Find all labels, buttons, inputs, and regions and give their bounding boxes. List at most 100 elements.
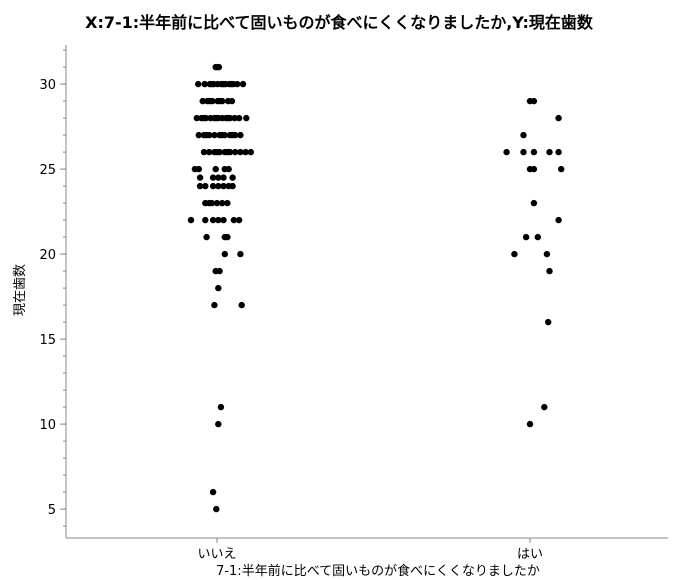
data-point xyxy=(202,182,209,190)
data-point xyxy=(237,250,244,258)
data-point xyxy=(237,148,244,156)
data-point xyxy=(530,148,538,156)
data-point xyxy=(215,216,222,224)
data-point xyxy=(232,148,239,156)
data-point xyxy=(202,216,209,224)
data-point xyxy=(229,131,236,139)
x-ticks: いいえ はい xyxy=(197,538,543,562)
data-point xyxy=(526,420,534,428)
data-point xyxy=(209,182,217,190)
data-point xyxy=(208,80,215,88)
data-point xyxy=(213,199,221,207)
data-point xyxy=(243,114,250,122)
data-point xyxy=(541,403,548,411)
data-point xyxy=(219,131,226,139)
data-point xyxy=(193,114,200,122)
data-point xyxy=(220,80,227,88)
data-point xyxy=(211,131,218,139)
data-point xyxy=(219,199,226,207)
data-point xyxy=(201,80,208,88)
data-points xyxy=(187,63,565,513)
data-point xyxy=(221,250,228,258)
data-point xyxy=(209,488,217,496)
data-point xyxy=(238,301,245,309)
data-point xyxy=(195,131,202,139)
data-point xyxy=(534,233,541,241)
y-tick-label: 30 xyxy=(39,78,56,93)
data-point xyxy=(231,114,238,122)
data-point xyxy=(224,148,231,156)
data-point xyxy=(235,114,243,122)
y-tick-label: 15 xyxy=(39,333,56,348)
data-point xyxy=(235,216,243,224)
data-point xyxy=(213,114,220,122)
data-point xyxy=(546,148,553,156)
data-point xyxy=(530,199,538,207)
data-point xyxy=(503,148,510,156)
data-point xyxy=(206,199,213,207)
y-tick-label: 5 xyxy=(48,503,56,518)
data-point xyxy=(215,182,222,190)
data-point xyxy=(220,174,227,181)
data-point xyxy=(545,318,552,326)
data-point xyxy=(216,267,223,275)
y-axis-label: 現在歯数 xyxy=(13,264,28,316)
data-point xyxy=(212,165,219,173)
data-point xyxy=(200,148,208,156)
data-point xyxy=(530,165,538,173)
data-point xyxy=(209,216,217,224)
data-point xyxy=(230,216,238,224)
data-point xyxy=(558,165,565,173)
data-point xyxy=(224,114,232,122)
data-point xyxy=(225,165,232,173)
data-point xyxy=(195,80,202,88)
y-tick-label: 20 xyxy=(39,248,56,263)
data-point xyxy=(555,216,562,224)
data-point xyxy=(187,216,195,224)
data-point xyxy=(220,216,227,224)
data-point xyxy=(212,63,219,71)
x-tick-label: はい xyxy=(517,547,543,562)
data-point xyxy=(215,284,222,292)
data-point xyxy=(239,80,247,88)
chart-title: X:7-1:半年前に比べて固いものが食べにくくなりましたか,Y:現在歯数 xyxy=(85,13,594,32)
data-point xyxy=(213,148,221,156)
data-point xyxy=(206,148,213,156)
data-point xyxy=(224,233,231,241)
data-point xyxy=(229,182,236,190)
data-point xyxy=(211,301,218,309)
data-point xyxy=(543,250,551,258)
x-tick-label: いいえ xyxy=(197,547,236,562)
plot-frame xyxy=(65,45,668,539)
data-point xyxy=(224,199,231,207)
data-point xyxy=(511,250,518,258)
data-point xyxy=(228,97,236,105)
data-point xyxy=(520,131,527,139)
y-tick-label: 10 xyxy=(39,418,56,433)
data-point xyxy=(522,233,530,241)
data-point xyxy=(520,148,527,156)
data-point xyxy=(234,80,241,88)
data-point xyxy=(247,148,254,156)
data-point xyxy=(199,97,206,105)
data-point xyxy=(228,80,235,88)
data-point xyxy=(546,267,553,275)
data-point xyxy=(237,131,244,139)
data-point xyxy=(195,165,202,173)
y-ticks: 5 10 15 20 25 30 xyxy=(39,49,66,527)
data-point xyxy=(196,182,204,190)
data-point xyxy=(217,403,225,411)
y-tick-label: 25 xyxy=(39,163,56,178)
data-point xyxy=(215,420,222,428)
x-axis-label: 7-1:半年前に比べて固いものが食べにくくなりましたか xyxy=(216,563,540,579)
data-point xyxy=(555,114,562,122)
data-point xyxy=(206,97,213,105)
data-point xyxy=(203,233,210,241)
data-point xyxy=(196,174,204,181)
data-point xyxy=(215,174,222,181)
data-point xyxy=(209,174,217,181)
data-point xyxy=(229,174,236,181)
data-point xyxy=(203,131,210,139)
data-point xyxy=(213,505,220,513)
